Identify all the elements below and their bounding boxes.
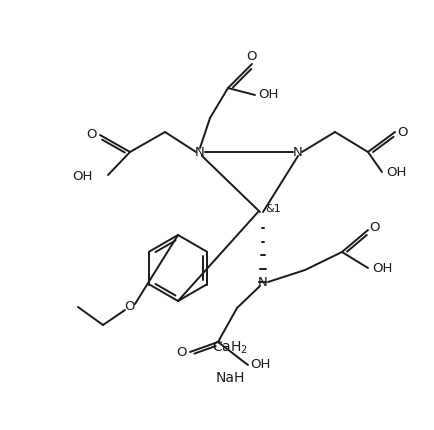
Text: O: O <box>125 301 135 313</box>
Text: O: O <box>246 49 256 62</box>
Text: NaH: NaH <box>215 371 244 385</box>
Text: O: O <box>369 221 379 234</box>
Text: CaH$_2$: CaH$_2$ <box>211 340 247 356</box>
Text: OH: OH <box>385 166 405 178</box>
Text: OH: OH <box>72 171 93 184</box>
Text: N: N <box>257 276 267 289</box>
Text: N: N <box>293 145 302 159</box>
Text: O: O <box>397 126 408 138</box>
Text: O: O <box>176 345 187 359</box>
Text: O: O <box>86 129 97 141</box>
Text: &1: &1 <box>264 204 280 214</box>
Text: N: N <box>195 145 204 159</box>
Text: OH: OH <box>371 261 391 274</box>
Text: OH: OH <box>257 89 278 101</box>
Text: OH: OH <box>249 359 270 372</box>
